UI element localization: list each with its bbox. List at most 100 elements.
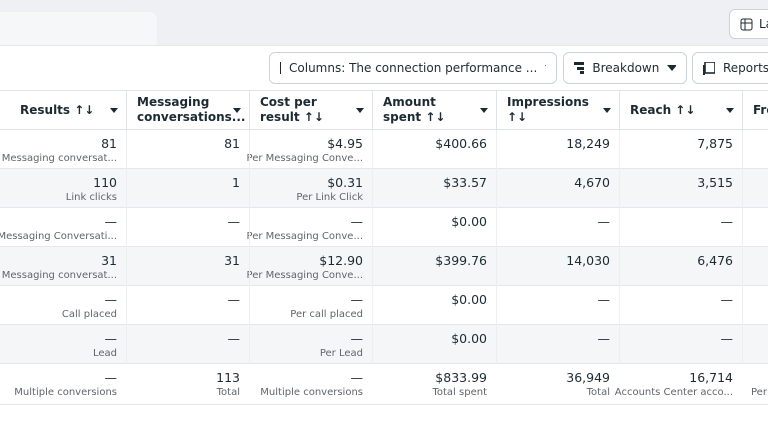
cell-value: 31: [224, 253, 240, 268]
cell-value: $0.00: [451, 292, 487, 307]
cell-label: Per: [751, 387, 767, 398]
table-row[interactable]: [0, 169, 768, 208]
caret: [667, 65, 676, 71]
cell-value: —: [104, 331, 118, 346]
cell-label: Per Messaging Conve...: [246, 153, 363, 164]
cell-label: Total: [586, 387, 610, 398]
table-row[interactable]: [0, 325, 768, 364]
cell-value: $399.76: [435, 253, 487, 268]
cell-label: Call placed: [61, 309, 117, 320]
caret: [726, 108, 734, 113]
column-header-label: Amount spent ↑↓: [383, 95, 446, 124]
reports-icon: [703, 61, 715, 75]
cell-value: 81: [224, 136, 240, 151]
cell-value: $12.90: [319, 253, 363, 268]
table-row[interactable]: [0, 130, 768, 169]
table-icon: [740, 18, 753, 30]
cell-value: 31: [101, 253, 117, 268]
cell-value: 113: [216, 370, 240, 385]
cell-value: 36,949: [566, 370, 610, 385]
caret: [545, 65, 546, 66]
column-header-label: Reach ↑↓: [630, 102, 696, 117]
cell-label: Accounts Center acco...: [614, 387, 733, 398]
columns-icon: [280, 62, 282, 74]
cell-value: $33.57: [443, 175, 487, 190]
table-row[interactable]: [0, 247, 768, 286]
cell-label: Per Link Click: [296, 192, 363, 203]
cell-value: —: [597, 292, 611, 307]
cell-value: 16,714: [689, 370, 733, 385]
cell-value: —: [227, 331, 241, 346]
caret: [356, 108, 364, 113]
cell-value: 7,875: [697, 136, 733, 151]
caret: [233, 108, 241, 113]
cell-value: 6,476: [697, 253, 733, 268]
cell-value: —: [104, 292, 118, 307]
cell-label: Link clicks: [65, 192, 117, 203]
cell-value: —: [104, 370, 118, 385]
header-row: [0, 90, 768, 130]
column-header[interactable]: Amount spent ↑↓: [373, 90, 497, 130]
cell-label: Per Messaging Conve...: [246, 231, 363, 242]
reports-label: Reports: [723, 61, 768, 75]
column-header[interactable]: Results ↑↓: [0, 90, 127, 130]
column-header-label: Fre: [753, 102, 768, 117]
column-header[interactable]: Messaging conversations...: [127, 90, 250, 130]
columns-label: Columns: The connection performance ...: [289, 61, 538, 75]
cell-value: $0.31: [327, 175, 363, 190]
cell-label: Per Lead: [319, 348, 363, 359]
column-header[interactable]: Fre: [743, 90, 768, 130]
cell-value: $0.00: [451, 331, 487, 346]
cell-value: —: [350, 292, 364, 307]
table-row[interactable]: [0, 208, 768, 247]
cell-value: 18,249: [566, 136, 610, 151]
column-divider: [619, 130, 620, 364]
cell-label: Messaging conversat...: [1, 270, 117, 281]
cell-value: —: [227, 292, 241, 307]
cell-value: $400.66: [435, 136, 487, 151]
breakdown-icon: [574, 62, 585, 74]
cell-value: —: [597, 331, 611, 346]
column-header-label: Cost per result ↑↓: [260, 95, 324, 124]
cell-value: —: [720, 331, 734, 346]
cell-value: —: [350, 331, 364, 346]
column-divider: [742, 130, 743, 364]
cell-value: $833.99: [435, 370, 487, 385]
column-header[interactable]: Cost per result ↑↓: [250, 90, 373, 130]
reports-button[interactable]: Reports: [692, 52, 768, 84]
cell-label: Multiple conversions: [260, 387, 363, 398]
tab[interactable]: [0, 12, 157, 45]
caret: [110, 108, 118, 113]
cell-label: Total spent: [432, 387, 487, 398]
cell-value: —: [104, 214, 118, 229]
cell-value: —: [720, 292, 734, 307]
columns-button[interactable]: Columns: The connection performance ...: [269, 52, 557, 84]
cell-value: $4.95: [327, 136, 363, 151]
breakdown-button[interactable]: Breakdown: [563, 52, 687, 84]
cell-value: 1: [232, 175, 240, 190]
column-header-label: Impressions ↑↓: [507, 95, 589, 124]
caret: [480, 108, 488, 113]
cell-value: —: [597, 214, 611, 229]
cell-value: 14,030: [566, 253, 610, 268]
cell-label: Messaging conversat...: [1, 153, 117, 164]
column-header[interactable]: Impressions ↑↓: [497, 90, 620, 130]
cell-label: Per Messaging Conve...: [246, 270, 363, 281]
breakdown-label: Breakdown: [592, 61, 660, 75]
layout-label: La: [759, 17, 768, 31]
table-row[interactable]: [0, 286, 768, 325]
cell-value: —: [350, 370, 364, 385]
column-header-label: Results ↑↓: [20, 102, 95, 117]
caret: [603, 108, 611, 113]
cell-value: —: [720, 214, 734, 229]
column-header[interactable]: Reach ↑↓: [620, 90, 743, 130]
column-divider: [496, 130, 497, 364]
layout-button[interactable]: La: [729, 9, 768, 39]
cell-label: Total: [216, 387, 240, 398]
cell-value: 110: [93, 175, 117, 190]
column-header-label: Messaging conversations...: [137, 95, 246, 124]
table-row[interactable]: [0, 364, 768, 405]
cell-value: 3,515: [697, 175, 733, 190]
cell-label: Lead: [92, 348, 117, 359]
